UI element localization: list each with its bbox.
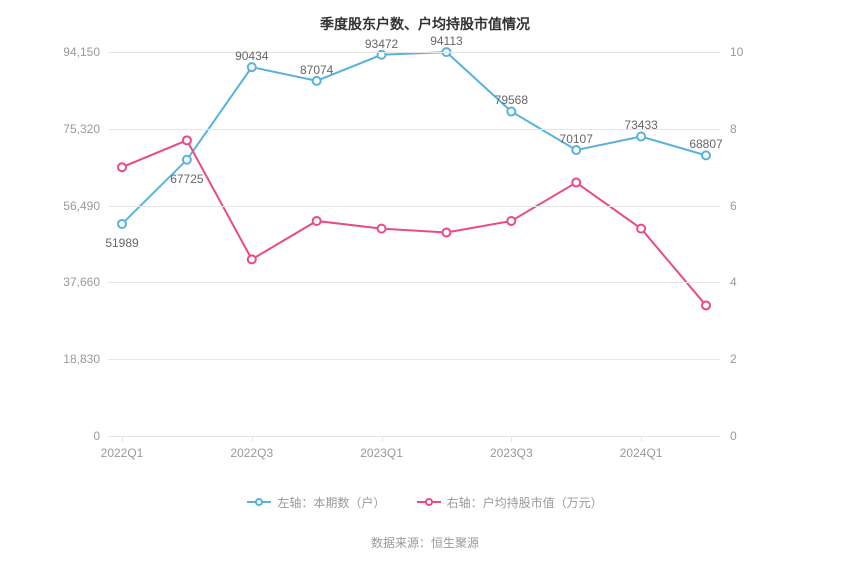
point-label: 79568 (495, 93, 528, 107)
y-left-tick-label: 18,830 (50, 352, 100, 366)
point-label: 90434 (235, 49, 268, 63)
chart-title: 季度股东户数、户均持股市值情况 (0, 0, 850, 42)
chart-container: 季度股东户数、户均持股市值情况 0 18,830 37,660 56,490 75,32… (0, 0, 850, 575)
series-marker-right_series (118, 163, 126, 171)
point-label: 94113 (430, 34, 462, 48)
series-marker-right_series (313, 217, 321, 225)
series-line-right_series (122, 140, 706, 305)
source-name: 恒生聚源 (431, 536, 479, 550)
x-tick-label: 2023Q3 (490, 446, 533, 460)
series-marker-left_series (118, 220, 126, 228)
series-marker-left_series (507, 107, 515, 115)
series-marker-left_series (637, 132, 645, 140)
series-marker-right_series (507, 217, 515, 225)
gridline (108, 359, 720, 360)
y-right-tick-label: 6 (730, 199, 737, 213)
plot-area: 5198967725904348707493472941137956870107… (108, 52, 720, 436)
legend-marker-right (417, 496, 441, 508)
point-label: 67725 (170, 172, 203, 186)
x-tick-label: 2024Q1 (620, 446, 663, 460)
series-marker-right_series (442, 228, 450, 236)
y-right-tick-label: 0 (730, 429, 737, 443)
series-line-left_series (122, 52, 706, 224)
legend-marker-left (247, 496, 271, 508)
x-tick-label: 2023Q1 (360, 446, 403, 460)
point-label: 68807 (689, 137, 722, 151)
y-left-tick-label: 75,320 (50, 122, 100, 136)
y-left-tick-label: 0 (50, 429, 100, 443)
series-marker-right_series (637, 225, 645, 233)
legend-item-left: 左轴：本期数（户） (247, 494, 385, 511)
series-marker-left_series (248, 63, 256, 71)
gridline (108, 206, 720, 207)
legend: 左轴：本期数（户） 右轴：户均持股市值（万元） (0, 494, 850, 512)
y-left-tick-label: 56,490 (50, 199, 100, 213)
data-source: 数据来源：恒生聚源 (0, 534, 850, 551)
series-marker-right_series (572, 179, 580, 187)
legend-item-right: 右轴：户均持股市值（万元） (417, 494, 603, 511)
y-right-tick-label: 2 (730, 352, 737, 366)
legend-label-left: 左轴：本期数（户） (277, 494, 385, 511)
series-marker-right_series (378, 225, 386, 233)
series-marker-right_series (183, 136, 191, 144)
series-marker-left_series (183, 156, 191, 164)
series-marker-left_series (572, 146, 580, 154)
point-label: 87074 (300, 63, 333, 77)
y-right-tick-label: 4 (730, 275, 737, 289)
gridline (108, 52, 720, 53)
point-label: 93472 (365, 37, 398, 51)
y-left-tick-label: 37,660 (50, 275, 100, 289)
source-prefix: 数据来源： (371, 536, 431, 550)
x-tick-label: 2022Q1 (101, 446, 144, 460)
y-right-tick-label: 8 (730, 122, 737, 136)
series-marker-left_series (313, 77, 321, 85)
legend-label-right: 右轴：户均持股市值（万元） (447, 494, 603, 511)
gridline (108, 436, 720, 437)
y-right-tick-label: 10 (730, 45, 743, 59)
x-tick-label: 2022Q3 (230, 446, 273, 460)
series-marker-right_series (248, 255, 256, 263)
chart-lines (108, 52, 720, 436)
y-left-tick-label: 94,150 (50, 45, 100, 59)
series-marker-left_series (702, 151, 710, 159)
gridline (108, 282, 720, 283)
point-label: 70107 (560, 132, 593, 146)
point-label: 73433 (624, 118, 657, 132)
series-marker-right_series (702, 301, 710, 309)
point-label: 51989 (105, 236, 138, 250)
